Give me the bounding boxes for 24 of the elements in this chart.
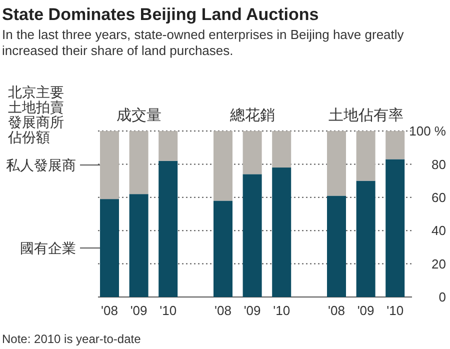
y-tick-label: 80 [432, 156, 446, 172]
chart-subtitle: In the last three years, state-owned enterprises in Beijing have greatly increased their share of land purchases. [2, 27, 404, 58]
y-tick-label: 20 [432, 256, 446, 272]
y-tick-label: 40 [432, 223, 446, 238]
y-tick-label: 60 [432, 190, 446, 205]
x-tick-label: '08 [214, 303, 232, 318]
text: 總花銷 [228, 107, 275, 124]
text: 成交量 [116, 107, 162, 124]
x-tick-label: '09 [357, 303, 374, 318]
x-tick-label: '09 [130, 303, 148, 318]
chart-title: State Dominates Beijing Land Auctions [2, 5, 319, 24]
text: Note: 2010 is year-to-date [2, 332, 142, 346]
y-axis-title: 北京主要土地拍賣發展商所佔份額 [7, 84, 64, 145]
x-tick-label: '08 [328, 303, 345, 318]
x-tick-label: '08 [101, 303, 118, 318]
text: 土地佔有率 [328, 107, 404, 124]
x-tick-label: '10 [160, 303, 177, 318]
y-tick-label: 0 [438, 290, 446, 305]
x-tick-label: '10 [273, 303, 290, 318]
x-tick-label: '09 [244, 303, 261, 318]
series-label: 國有企業 [20, 240, 76, 256]
y-tick-label: 100 % [409, 124, 446, 139]
series-label: 私人發展商 [6, 157, 76, 174]
x-tick-label: '10 [386, 303, 404, 318]
